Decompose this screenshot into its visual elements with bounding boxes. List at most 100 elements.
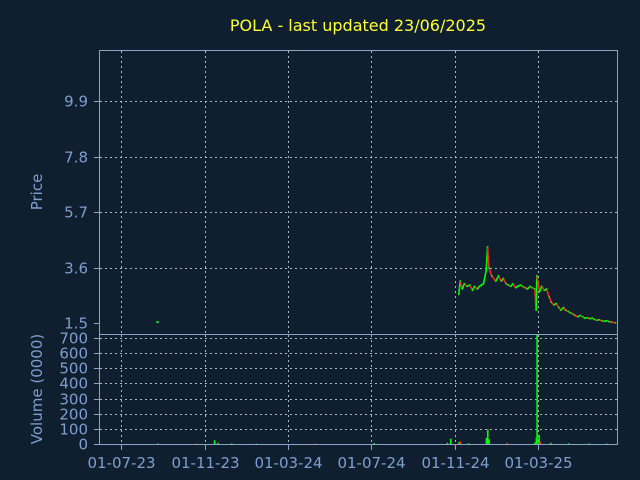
price-point xyxy=(480,284,483,286)
price-point xyxy=(572,313,575,316)
volume-bar xyxy=(217,442,219,444)
volume-bar xyxy=(549,442,552,444)
price-axis-label: Price xyxy=(28,174,46,211)
volume-bar xyxy=(195,443,198,445)
price-point xyxy=(588,317,591,320)
price-point xyxy=(507,284,510,286)
volume-y-tick-label: 600 xyxy=(59,345,88,363)
price-point xyxy=(540,285,543,288)
price-y-tick-label: 5.7 xyxy=(64,204,88,222)
price-point xyxy=(610,321,613,323)
price-segment xyxy=(495,275,500,282)
x-tick-label: 01-03-24 xyxy=(254,454,322,472)
price-point xyxy=(553,304,555,306)
price-point xyxy=(543,289,546,292)
price-segment xyxy=(488,267,493,277)
price-point xyxy=(581,315,584,318)
volume-plot-frame xyxy=(99,334,618,445)
volume-bar xyxy=(536,335,538,444)
price-point xyxy=(577,315,579,318)
price-grid xyxy=(100,51,617,334)
price-point xyxy=(545,288,548,290)
price-point xyxy=(535,274,538,277)
volume-y-tick-label: 400 xyxy=(59,375,88,393)
volume-bar xyxy=(156,443,159,444)
x-ticks: 01-07-23 01-11-23 01-03-24 01-07-24 01-11-24… xyxy=(87,444,573,472)
price-segment xyxy=(482,270,487,284)
price-point xyxy=(478,285,481,288)
x-tick-label: 01-07-24 xyxy=(337,454,405,472)
price-point xyxy=(468,284,471,286)
price-segment xyxy=(536,275,541,292)
price-point xyxy=(535,309,538,312)
price-y-ticks: 9.9 7.8 5.7 3.6 1.5 xyxy=(64,93,100,333)
price-point xyxy=(562,306,565,309)
price-point xyxy=(494,280,497,283)
price-point xyxy=(490,274,493,277)
price-point xyxy=(461,288,464,290)
price-point xyxy=(524,286,527,289)
price-point xyxy=(473,285,476,288)
price-point xyxy=(533,288,536,290)
volume-bar xyxy=(539,441,542,444)
price-point xyxy=(598,318,601,321)
price-point xyxy=(607,320,610,323)
price-point xyxy=(569,311,572,314)
x-tick-label: 01-11-23 xyxy=(171,454,239,472)
price-point xyxy=(567,310,570,313)
price-point xyxy=(526,288,529,290)
volume-y-tick-label: 700 xyxy=(59,330,88,348)
price-point xyxy=(485,269,488,272)
price-point xyxy=(488,266,490,269)
volume-bar xyxy=(606,443,608,445)
volume-bar xyxy=(467,443,470,444)
price-point xyxy=(555,302,557,305)
price-point xyxy=(557,306,560,309)
price-point xyxy=(497,274,500,277)
volume-bar xyxy=(314,443,317,445)
price-segment xyxy=(502,278,507,285)
price-point xyxy=(466,285,468,288)
price-point xyxy=(596,319,599,322)
price-point xyxy=(471,289,474,292)
volume-grid xyxy=(100,335,617,444)
price-series xyxy=(156,245,617,324)
volume-bar xyxy=(458,442,460,444)
volume-bar xyxy=(230,443,233,444)
price-point xyxy=(550,301,553,304)
x-tick-label: 01-03-25 xyxy=(504,454,572,472)
price-point xyxy=(486,245,489,248)
volume-bar xyxy=(450,438,452,444)
price-point xyxy=(521,285,524,288)
price-segment xyxy=(491,275,497,282)
price-point xyxy=(564,309,567,312)
price-point xyxy=(505,282,507,285)
volume-bar xyxy=(213,440,216,444)
price-point xyxy=(559,309,562,312)
volume-y-tick-label: 0 xyxy=(78,436,88,454)
price-point xyxy=(509,285,512,288)
price-segment xyxy=(461,283,466,290)
price-point xyxy=(614,321,617,324)
price-point xyxy=(502,277,505,280)
price-point xyxy=(531,286,533,289)
volume-y-tick-label: 300 xyxy=(59,391,88,409)
price-point xyxy=(459,280,462,283)
price-point xyxy=(593,318,596,321)
price-point xyxy=(605,319,608,322)
volume-bar xyxy=(373,443,375,444)
price-segment xyxy=(497,275,502,282)
volume-bar xyxy=(485,437,488,444)
volume-bar xyxy=(446,442,449,444)
volume-bar xyxy=(459,441,462,444)
price-point xyxy=(591,317,594,320)
volume-bar xyxy=(506,442,508,444)
volume-bar xyxy=(538,434,540,444)
x-tick-label: 01-11-24 xyxy=(421,454,489,472)
price-y-tick-label: 3.6 xyxy=(64,260,88,278)
x-tick-label: 01-07-23 xyxy=(87,454,155,472)
chart-title: POLA - last updated 23/06/2025 xyxy=(230,16,486,35)
price-point xyxy=(603,320,605,323)
